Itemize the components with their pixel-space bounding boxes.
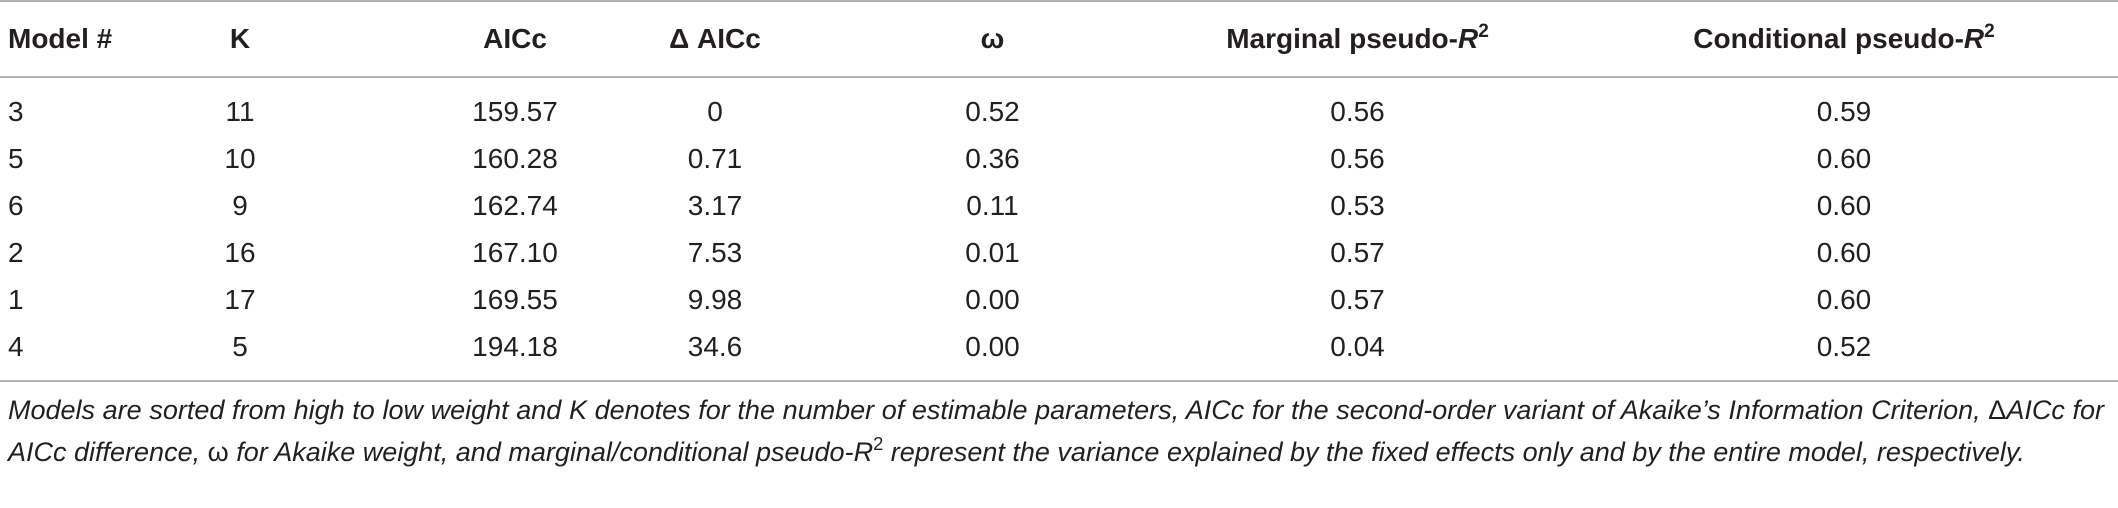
cell-delta-aicc: 0.71 [687,142,743,174]
cell-model: 5 [8,142,24,174]
caption-sup: 2 [873,433,884,455]
cell-aicc: 160.28 [300,135,590,182]
cell-omega: 0.52 [965,95,1020,127]
cell-conditional-r2: 0.60 [1816,142,1872,174]
table-row: 6 9 162.74 3.17 0.11 0.53 0.60 [0,182,2118,229]
table-caption: Models are sorted from high to low weigh… [8,389,2104,473]
cell-conditional-r2: 0.60 [1816,189,1872,221]
table-row: 2 16 167.10 7.53 0.01 0.57 0.60 [0,229,2118,276]
cell-model: 2 [8,236,24,268]
cell-model: 4 [8,330,24,362]
header-conditional-r2: Conditional pseudo-R2 [1570,1,2118,77]
cell-delta-aicc: 3.17 [687,189,743,221]
cell-omega: 0.00 [965,330,1020,362]
cell-k: 5 [232,330,248,362]
cell-aicc-value: 162.74 [472,189,558,221]
cell-delta-aicc: 0 [707,95,723,127]
cell-aicc-value: 167.10 [472,236,558,268]
header-marginal-sup: 2 [1478,20,1489,42]
cell-aicc: 167.10 [300,229,590,276]
cell-delta-aicc: 34.6 [687,330,743,362]
table-row: 4 5 194.18 34.6 0.00 0.04 0.52 [0,323,2118,381]
cell-omega: 0.00 [965,283,1020,315]
caption-part3: for Akaike weight, and marginal/conditio… [228,437,854,467]
cell-delta-aicc: 7.53 [687,236,743,268]
header-omega: ω [980,23,1005,54]
header-conditional-prefix: Conditional pseudo- [1693,23,1964,54]
cell-k: 9 [232,189,248,221]
cell-k: 16 [224,236,256,268]
cell-aicc: 169.55 [300,276,590,323]
table-row: 5 10 160.28 0.71 0.36 0.56 0.60 [0,135,2118,182]
cell-aicc-value: 159.57 [472,95,558,127]
table-row: 3 11 159.57 0 0.52 0.56 0.59 [0,77,2118,135]
header-marginal-prefix: Marginal pseudo- [1226,23,1458,54]
cell-omega: 0.11 [966,189,1019,221]
cell-marginal-r2: 0.53 [1330,189,1385,221]
cell-omega: 0.01 [965,236,1020,268]
header-k: K [229,23,251,54]
cell-aicc-value: 160.28 [472,142,558,174]
cell-conditional-r2: 0.59 [1816,95,1872,127]
cell-k: 17 [224,283,256,315]
cell-model: 1 [8,283,24,315]
header-conditional-r: R [1963,23,1985,54]
cell-delta-aicc: 9.98 [687,283,743,315]
caption-part4: represent the variance explained by the … [883,437,2025,467]
model-selection-table: Model # K AICc Δ AICc ω Marginal pseudo-… [0,1,2118,381]
caption-delta-symbol: Δ [1988,395,2007,425]
cell-marginal-r2: 0.57 [1330,283,1385,315]
header-marginal-r2: Marginal pseudo-R2 [1145,1,1570,77]
table-row: 1 17 169.55 9.98 0.00 0.57 0.60 [0,276,2118,323]
header-conditional-sup: 2 [1984,20,1995,42]
caption-omega-symbol: ω [207,437,229,467]
table-header-row: Model # K AICc Δ AICc ω Marginal pseudo-… [0,1,2118,77]
cell-marginal-r2: 0.04 [1330,330,1385,362]
cell-aicc-value: 169.55 [472,283,558,315]
cell-aicc: 194.18 [300,323,590,381]
cell-aicc: 162.74 [300,182,590,229]
cell-k: 11 [225,95,255,127]
header-delta-aicc: Δ AICc [669,23,761,54]
header-marginal-r: R [1457,23,1479,54]
header-model: Model # [8,23,113,54]
model-selection-table-container: Model # K AICc Δ AICc ω Marginal pseudo-… [0,1,2118,381]
caption-r: R [853,437,874,467]
cell-k: 10 [224,142,256,174]
caption-part1: Models are sorted from high to low weigh… [8,395,1989,425]
cell-omega: 0.36 [965,142,1020,174]
cell-marginal-r2: 0.56 [1330,95,1385,127]
cell-conditional-r2: 0.52 [1816,330,1872,362]
header-aicc: AICc [300,1,590,77]
caption-part2: AICc for AICc difference, [8,395,2104,467]
cell-model: 6 [8,189,24,221]
cell-aicc-value: 194.18 [472,330,558,362]
header-aicc-label: AICc [483,23,547,54]
cell-marginal-r2: 0.57 [1330,236,1385,268]
cell-aicc: 159.57 [300,77,590,135]
cell-model: 3 [8,95,24,127]
cell-conditional-r2: 0.60 [1816,236,1872,268]
cell-marginal-r2: 0.56 [1330,142,1385,174]
cell-conditional-r2: 0.60 [1816,283,1872,315]
